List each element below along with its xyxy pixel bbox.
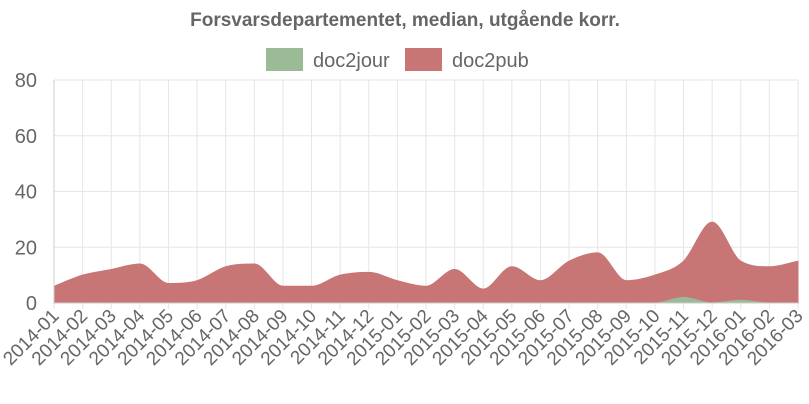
y-axis-ticks: 0 20 40 60 80	[15, 70, 37, 315]
y-tick-label: 60	[15, 126, 37, 148]
legend-label: doc2jour	[313, 50, 390, 72]
x-axis-ticks: 2014-012014-022014-032014-042014-052014-…	[0, 305, 808, 369]
legend-item-doc2jour[interactable]: doc2jour	[266, 48, 390, 72]
legend: doc2jour doc2pub	[266, 48, 529, 72]
legend-item-doc2pub[interactable]: doc2pub	[405, 48, 529, 72]
y-tick-label: 0	[26, 293, 37, 315]
legend-swatch	[405, 48, 442, 71]
axes	[53, 80, 798, 304]
series-area-doc2pub	[53, 221, 799, 304]
legend-label: doc2pub	[452, 50, 529, 72]
chart-title: Forsvarsdepartementet, median, utgående …	[190, 10, 620, 31]
y-tick-label: 20	[15, 237, 37, 259]
y-tick-label: 80	[15, 70, 37, 92]
legend-swatch	[266, 48, 303, 71]
y-tick-label: 40	[15, 182, 37, 204]
